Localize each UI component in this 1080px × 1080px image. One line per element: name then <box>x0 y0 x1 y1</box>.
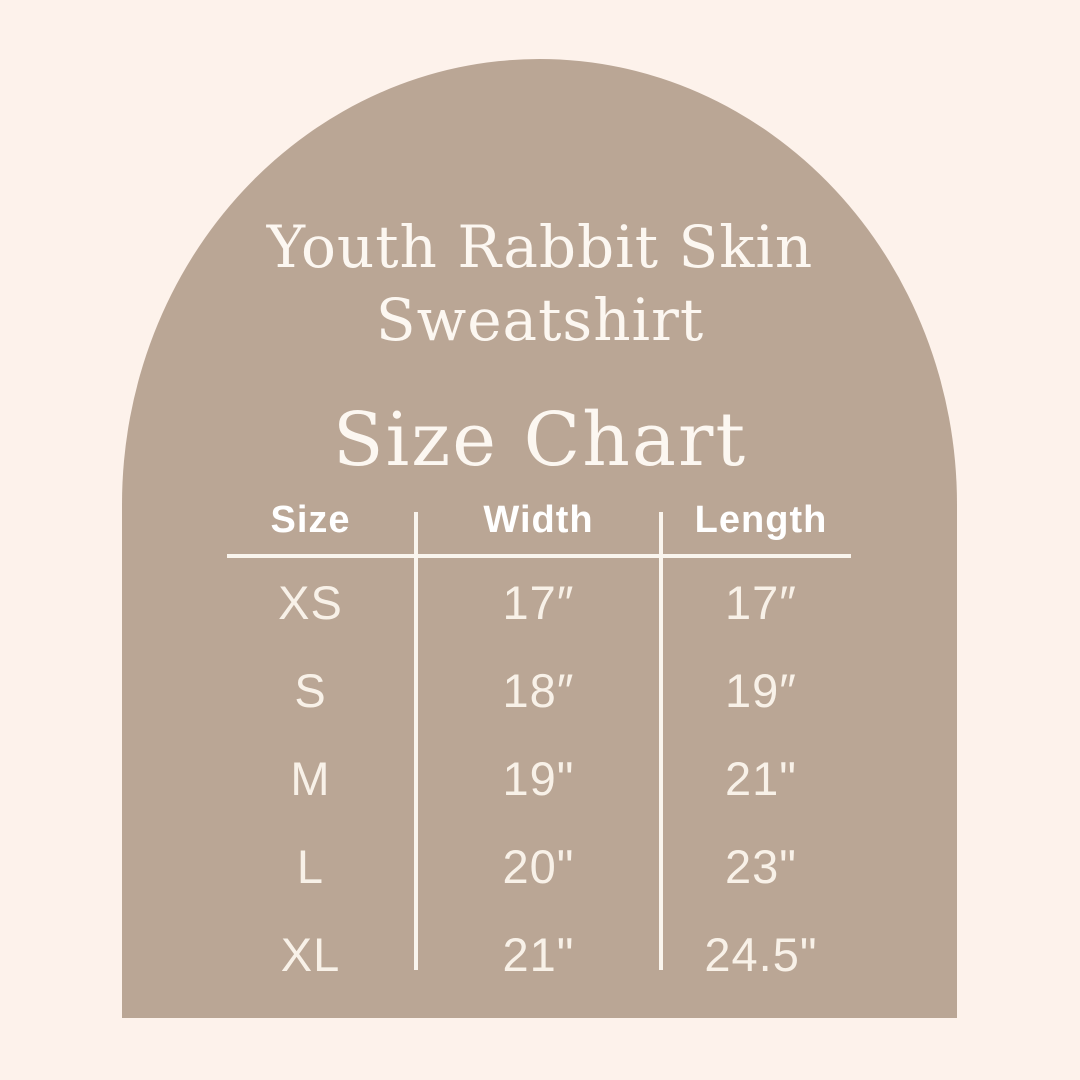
table-row-m: M 19" 21" <box>227 734 851 822</box>
size-cell: M <box>290 751 331 805</box>
product-title-line2: Sweatshirt <box>375 286 705 354</box>
length-cell: 17″ <box>725 575 797 629</box>
width-cell: 20" <box>502 839 575 893</box>
size-cell: L <box>296 839 325 893</box>
size-chart-heading: Size Chart <box>332 397 748 483</box>
table-row-xs: XS 17″ 17″ <box>227 558 851 646</box>
table-body: XS 17″ 17″ S 18″ 19″ M 19" 21" L 20" 23"… <box>227 558 851 998</box>
length-cell: 24.5" <box>704 927 818 981</box>
length-cell: 19″ <box>725 663 797 717</box>
size-cell: S <box>294 663 327 717</box>
size-table: Size Width Length XS 17″ 17″ S 18″ 19″ M… <box>227 494 851 998</box>
length-cell: 21" <box>725 751 797 805</box>
arch-background <box>122 59 957 1018</box>
product-title-line1: Youth Rabbit Skin <box>266 213 814 281</box>
column-header-length: Length <box>694 498 828 541</box>
width-cell: 21" <box>502 927 575 981</box>
width-cell: 18″ <box>502 663 575 717</box>
size-cell: XL <box>280 927 341 981</box>
table-row-s: S 18″ 19″ <box>227 646 851 734</box>
column-divider-2 <box>659 512 663 970</box>
size-cell: XS <box>278 575 343 629</box>
table-row-l: L 20" 23" <box>227 822 851 910</box>
width-cell: 17″ <box>502 575 575 629</box>
table-header-row: Size Width Length <box>227 494 851 546</box>
product-title: Youth Rabbit Skin Sweatshirt <box>0 211 1080 357</box>
column-header-width: Width <box>483 498 594 541</box>
header-divider <box>227 554 851 558</box>
width-cell: 19" <box>502 751 575 805</box>
table-row-xl: XL 21" 24.5" <box>227 910 851 998</box>
column-header-size: Size <box>270 498 351 541</box>
length-cell: 23" <box>725 839 797 893</box>
column-divider-1 <box>414 512 418 970</box>
